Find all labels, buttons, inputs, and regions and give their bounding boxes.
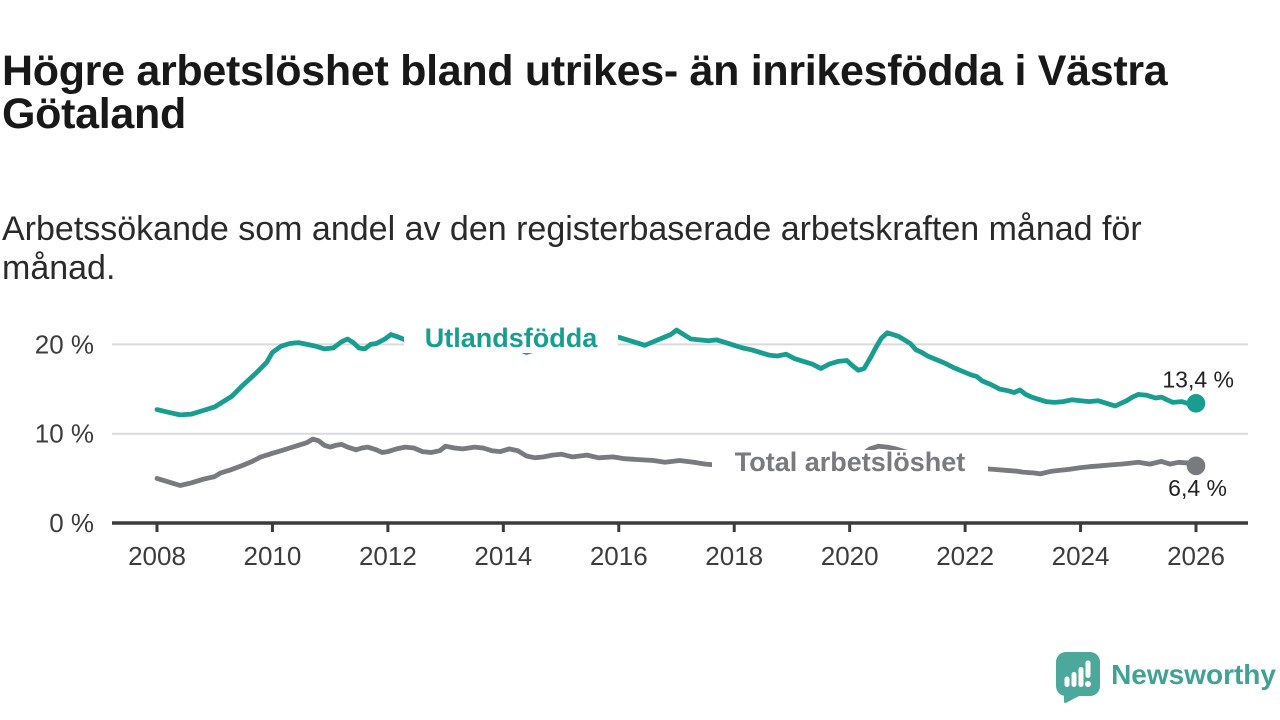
x-axis-tick-label: 2014 [474, 541, 532, 571]
series-line [154, 436, 1199, 488]
series-label: Utlandsfödda [425, 323, 598, 353]
x-axis-tick-label: 2016 [590, 541, 648, 571]
x-axis-tick-label: 2012 [359, 541, 417, 571]
series-label-mask [712, 450, 988, 477]
series-label: Total arbetslöshet [735, 447, 966, 477]
series-end-dot [1186, 456, 1206, 476]
x-axis-tick-label: 2008 [128, 541, 186, 571]
series-label-mask [404, 327, 618, 353]
x-axis-tick-label: 2022 [936, 541, 994, 571]
y-axis-tick-label: 10 % [35, 419, 94, 449]
chart-subtitle: Arbetssökande som andel av den registerb… [2, 210, 1142, 287]
y-axis-tick-label: 0 % [49, 508, 94, 538]
chart-title: Högre arbetslöshet bland utrikes- än inr… [2, 46, 1168, 138]
y-axis-tick-label: 20 % [35, 329, 94, 359]
series-end-value: 6,4 % [1168, 475, 1227, 501]
series-line [154, 327, 1199, 418]
x-axis-tick-label: 2010 [244, 541, 302, 571]
newsworthy-logo: Newsworthy [1055, 651, 1276, 704]
series-end-dot [1186, 394, 1206, 413]
x-axis-tick-label: 2026 [1167, 541, 1225, 571]
newsworthy-logo-text: Newsworthy [1111, 659, 1276, 690]
x-axis-tick-label: 2020 [821, 541, 879, 571]
series-end-value: 13,4 % [1162, 366, 1234, 392]
newsworthy-logo-icon [1056, 652, 1101, 703]
x-axis-tick-label: 2024 [1052, 541, 1110, 571]
x-axis-tick-label: 2018 [705, 541, 763, 571]
